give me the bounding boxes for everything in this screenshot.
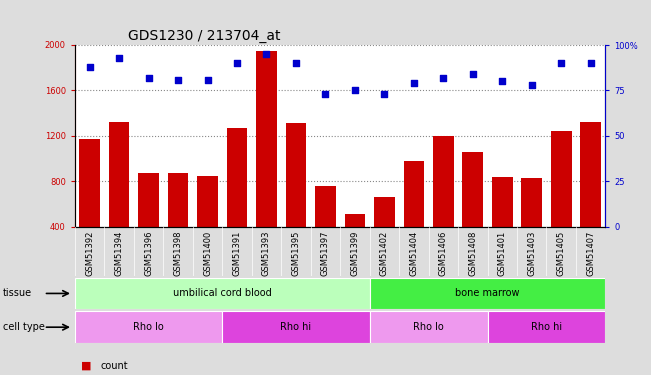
Point [350, 87, 360, 93]
Bar [581, 122, 601, 272]
Text: GSM51395: GSM51395 [292, 231, 300, 276]
Text: ■: ■ [81, 361, 92, 370]
Bar [404, 161, 424, 272]
Text: umbilical cord blood: umbilical cord blood [173, 288, 271, 298]
Bar [551, 131, 572, 272]
Text: GSM51392: GSM51392 [85, 231, 94, 276]
Bar [462, 152, 483, 272]
Point [497, 78, 508, 84]
Point [173, 76, 183, 82]
Point [202, 76, 213, 82]
Text: bone marrow: bone marrow [455, 288, 519, 298]
Text: GSM51404: GSM51404 [409, 231, 419, 276]
Text: GDS1230 / 213704_at: GDS1230 / 213704_at [128, 28, 281, 43]
Bar [286, 123, 306, 272]
Text: GSM51406: GSM51406 [439, 231, 448, 276]
Bar [109, 122, 130, 272]
Text: Rho hi: Rho hi [531, 322, 562, 332]
Text: GSM51400: GSM51400 [203, 231, 212, 276]
Bar [197, 176, 218, 272]
Bar [75, 311, 222, 343]
Text: GSM51402: GSM51402 [380, 231, 389, 276]
Point [320, 91, 331, 97]
Text: GSM51391: GSM51391 [232, 231, 242, 276]
Bar [344, 214, 365, 272]
Text: GSM51405: GSM51405 [557, 231, 566, 276]
Point [85, 64, 95, 70]
Point [527, 82, 537, 88]
Point [143, 75, 154, 81]
Bar [492, 177, 512, 272]
Text: GSM51403: GSM51403 [527, 231, 536, 276]
Point [556, 60, 566, 66]
Point [291, 60, 301, 66]
Text: count: count [101, 361, 128, 370]
Point [114, 55, 124, 61]
Bar [79, 139, 100, 272]
Bar [256, 51, 277, 272]
Text: Rho lo: Rho lo [413, 322, 444, 332]
Bar [370, 278, 605, 309]
Text: GSM51397: GSM51397 [321, 231, 330, 276]
Text: Rho lo: Rho lo [133, 322, 164, 332]
Bar [138, 174, 159, 272]
Text: GSM51399: GSM51399 [350, 231, 359, 276]
Text: GSM51398: GSM51398 [174, 231, 182, 276]
Bar [488, 311, 605, 343]
Bar [227, 128, 247, 272]
Point [261, 51, 271, 57]
Text: GSM51408: GSM51408 [468, 231, 477, 276]
Bar [370, 311, 488, 343]
Text: Rho hi: Rho hi [281, 322, 311, 332]
Text: cell type: cell type [3, 322, 45, 332]
Bar [374, 197, 395, 272]
Point [438, 75, 449, 81]
Bar [168, 174, 188, 272]
Bar [433, 136, 454, 272]
Bar [222, 311, 370, 343]
Text: GSM51393: GSM51393 [262, 231, 271, 276]
Point [585, 60, 596, 66]
Text: GSM51394: GSM51394 [115, 231, 124, 276]
Point [409, 80, 419, 86]
Text: GSM51401: GSM51401 [498, 231, 506, 276]
Bar [315, 186, 336, 272]
Point [232, 60, 242, 66]
Text: GSM51407: GSM51407 [586, 231, 595, 276]
Point [467, 71, 478, 77]
Text: tissue: tissue [3, 288, 33, 298]
Point [379, 91, 389, 97]
Bar [75, 278, 370, 309]
Bar [521, 178, 542, 272]
Text: GSM51396: GSM51396 [144, 231, 153, 276]
